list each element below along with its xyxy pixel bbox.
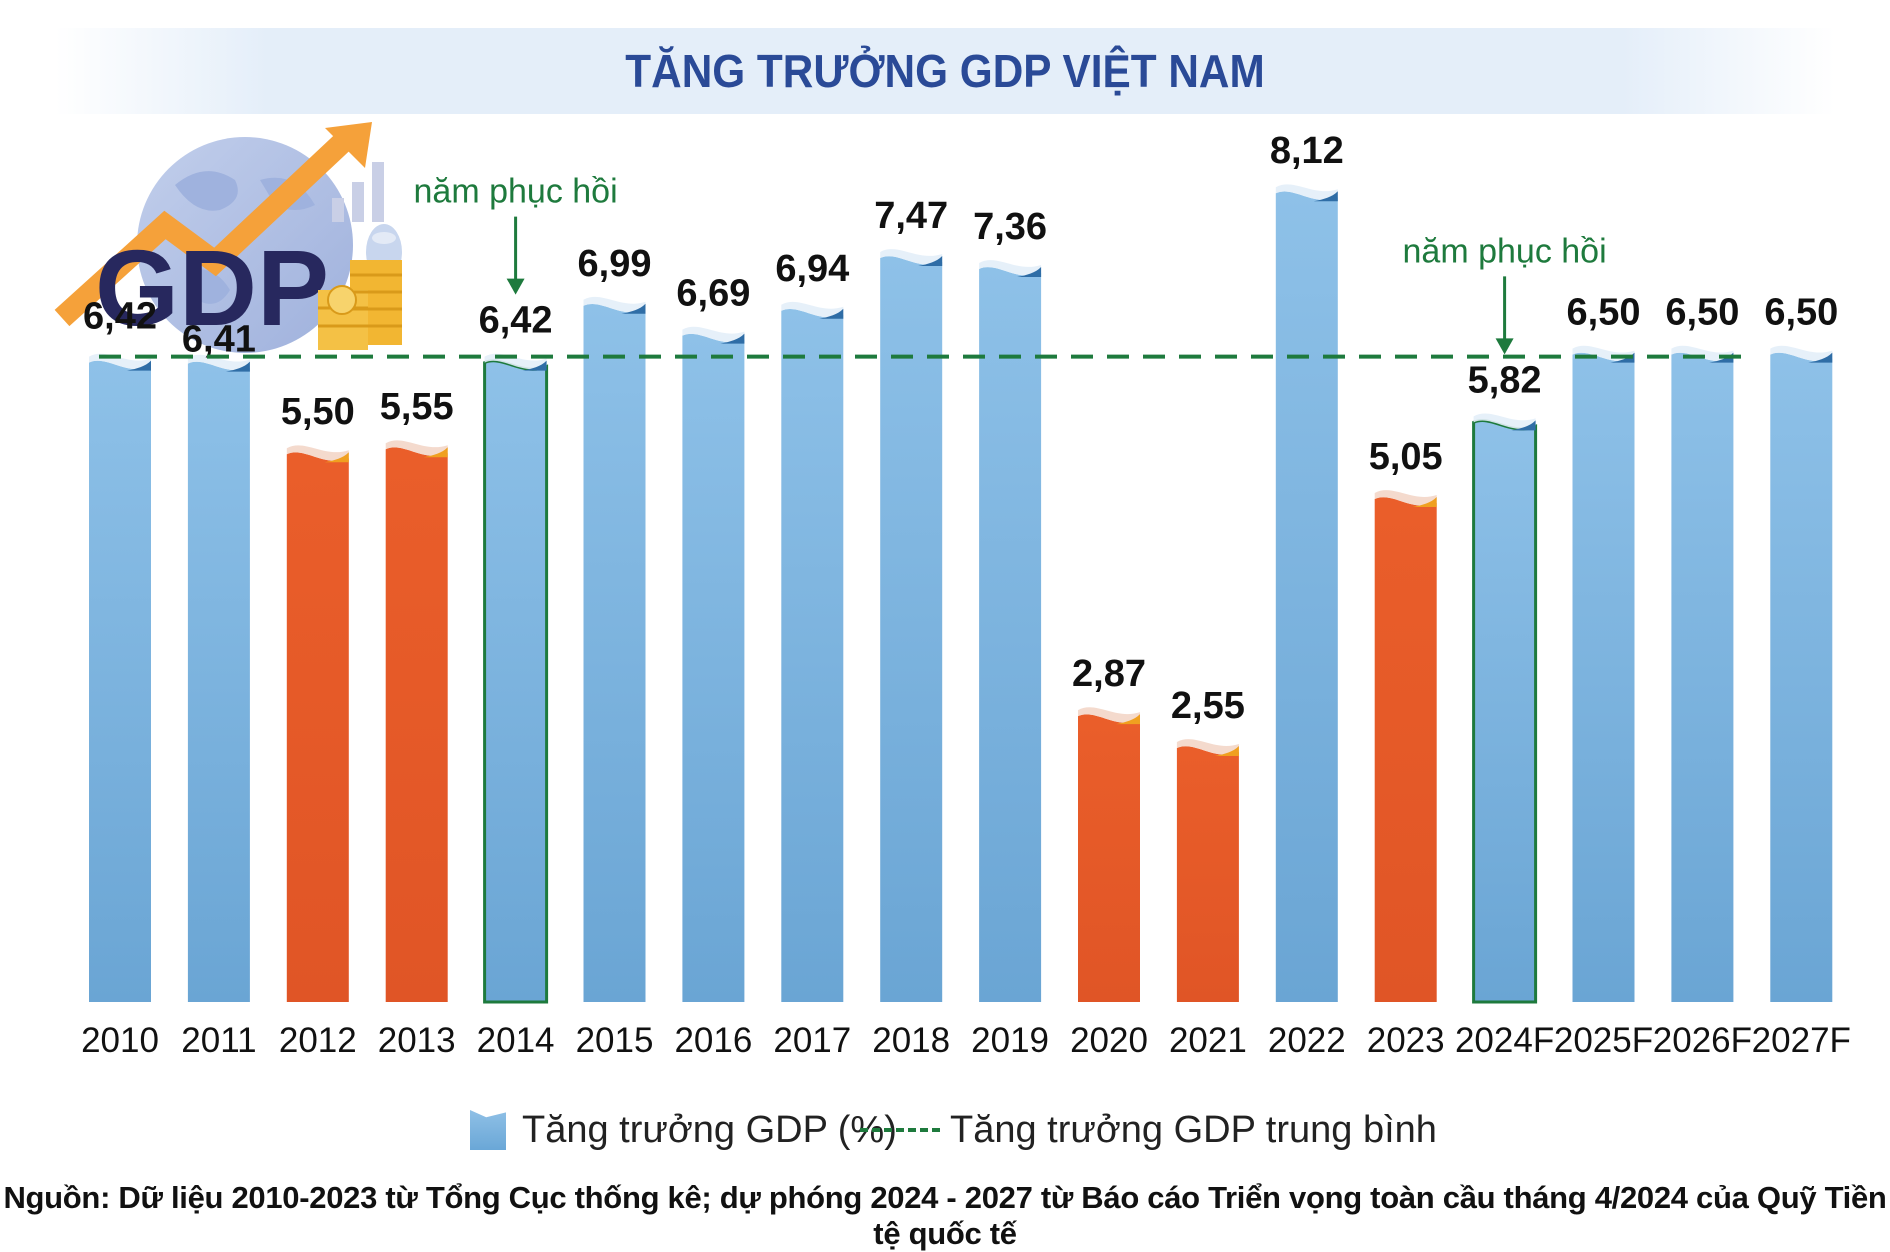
bar-2010 (89, 353, 151, 1002)
legend-label-average: Tăng trưởng GDP trung bình (950, 1108, 1437, 1151)
legend-bar-swatch (470, 1110, 506, 1150)
x-tick-2013: 2013 (378, 1021, 456, 1060)
bar-2016 (682, 326, 745, 1002)
bar-2023 (1374, 490, 1437, 1002)
annotation-arrowhead-icon (506, 278, 525, 295)
annotation-2024F: năm phục hồi (1403, 232, 1607, 355)
x-tick-2023: 2023 (1367, 1021, 1445, 1060)
x-tick-2015: 2015 (576, 1021, 654, 1060)
growth-arrow-icon (54, 131, 353, 327)
value-label-2021: 2,55 (1171, 685, 1245, 727)
x-tick-2025F: 2025F (1554, 1021, 1653, 1060)
x-tick-2017: 2017 (773, 1021, 851, 1060)
value-label-2019: 7,36 (973, 206, 1047, 248)
value-label-2022: 8,12 (1270, 130, 1344, 172)
bar-icon-2 (352, 182, 364, 222)
bars-layer (89, 184, 1833, 1004)
annotation-arrowhead-icon (1495, 338, 1514, 355)
value-label-2027F: 6,50 (1764, 292, 1838, 334)
value-label-2014: 6,42 (479, 300, 553, 342)
bar-2018 (880, 249, 943, 1002)
bar-2012 (286, 445, 349, 1003)
annotation-text: năm phục hồi (1403, 232, 1607, 270)
x-tick-2010: 2010 (81, 1021, 159, 1060)
x-tick-2018: 2018 (872, 1021, 950, 1060)
gdp-logo: GDP (54, 122, 402, 353)
value-label-2013: 5,55 (380, 386, 454, 428)
bar-2021 (1176, 739, 1239, 1002)
bar-2027F (1770, 345, 1833, 1002)
legend: Tăng trưởng GDP (%) Tăng trưởng GDP trun… (0, 1100, 1890, 1160)
value-label-2020: 2,87 (1072, 653, 1146, 695)
value-label-2025F: 6,50 (1567, 292, 1641, 334)
bar-2025F (1572, 345, 1635, 1002)
value-label-2017: 6,94 (775, 248, 849, 290)
bar-2022 (1275, 184, 1338, 1003)
bar-2015 (583, 296, 646, 1002)
x-tick-2019: 2019 (971, 1021, 1049, 1060)
bar-2026F (1671, 345, 1734, 1002)
title-band (55, 28, 1835, 114)
value-label-2015: 6,99 (578, 243, 652, 285)
x-tick-2016: 2016 (674, 1021, 752, 1060)
x-tick-2012: 2012 (279, 1021, 357, 1060)
x-tick-2026F: 2026F (1653, 1021, 1752, 1060)
growth-arrowhead-icon (325, 122, 372, 168)
annotations-layer: năm phục hồi năm phục hồi (414, 173, 1607, 355)
value-label-2016: 6,69 (676, 273, 750, 315)
value-label-2011: 6,41 (182, 319, 256, 361)
bar-2014 (483, 353, 549, 1004)
logo-text: GDP (95, 227, 329, 348)
coins-icon (318, 224, 402, 350)
annotation-text: năm phục hồi (414, 173, 618, 211)
x-tick-2024F: 2024F (1455, 1021, 1554, 1060)
legend-item-gdp: Tăng trưởng GDP (%) (470, 1100, 897, 1160)
x-tick-2027F: 2027F (1752, 1021, 1851, 1060)
legend-label-gdp: Tăng trưởng GDP (%) (522, 1108, 897, 1151)
bar-2017 (781, 301, 844, 1002)
value-label-2012: 5,50 (281, 391, 355, 433)
annotation-2014: năm phục hồi (414, 173, 618, 295)
x-tick-2011: 2011 (181, 1021, 256, 1060)
value-label-2010: 6,42 (83, 296, 157, 338)
bar-2011 (187, 354, 250, 1002)
bar-2024F (1472, 413, 1538, 1004)
bar-2019 (979, 260, 1042, 1002)
bar-2013 (385, 440, 448, 1002)
x-tick-2014: 2014 (477, 1021, 555, 1060)
source-note: Nguồn: Dữ liệu 2010-2023 từ Tổng Cục thố… (3, 1180, 1887, 1251)
chart-title: TĂNG TRƯỞNG GDP VIỆT NAM (625, 45, 1265, 97)
bar-icon-1 (332, 198, 344, 222)
x-tick-labels-layer: 2010 2011 2012 2013 2014 2015 2016 2017 2018 2019… (81, 1021, 1851, 1060)
value-label-2024F: 5,82 (1468, 359, 1542, 401)
bar-2020 (1078, 707, 1140, 1002)
x-tick-2022: 2022 (1268, 1021, 1346, 1060)
value-label-2023: 5,05 (1369, 436, 1443, 478)
legend-dash-swatch (860, 1128, 940, 1132)
x-tick-2021: 2021 (1169, 1021, 1247, 1060)
bar-icon-3 (372, 162, 384, 222)
value-label-2018: 7,47 (874, 195, 948, 237)
legend-item-average: Tăng trưởng GDP trung bình (860, 1100, 1437, 1160)
value-label-2026F: 6,50 (1665, 292, 1739, 334)
x-tick-2020: 2020 (1070, 1021, 1148, 1060)
value-labels-layer: 6,42 6,41 5,50 5,55 6,42 6,99 6,69 6,94 7,47 7,36… (83, 130, 1838, 727)
